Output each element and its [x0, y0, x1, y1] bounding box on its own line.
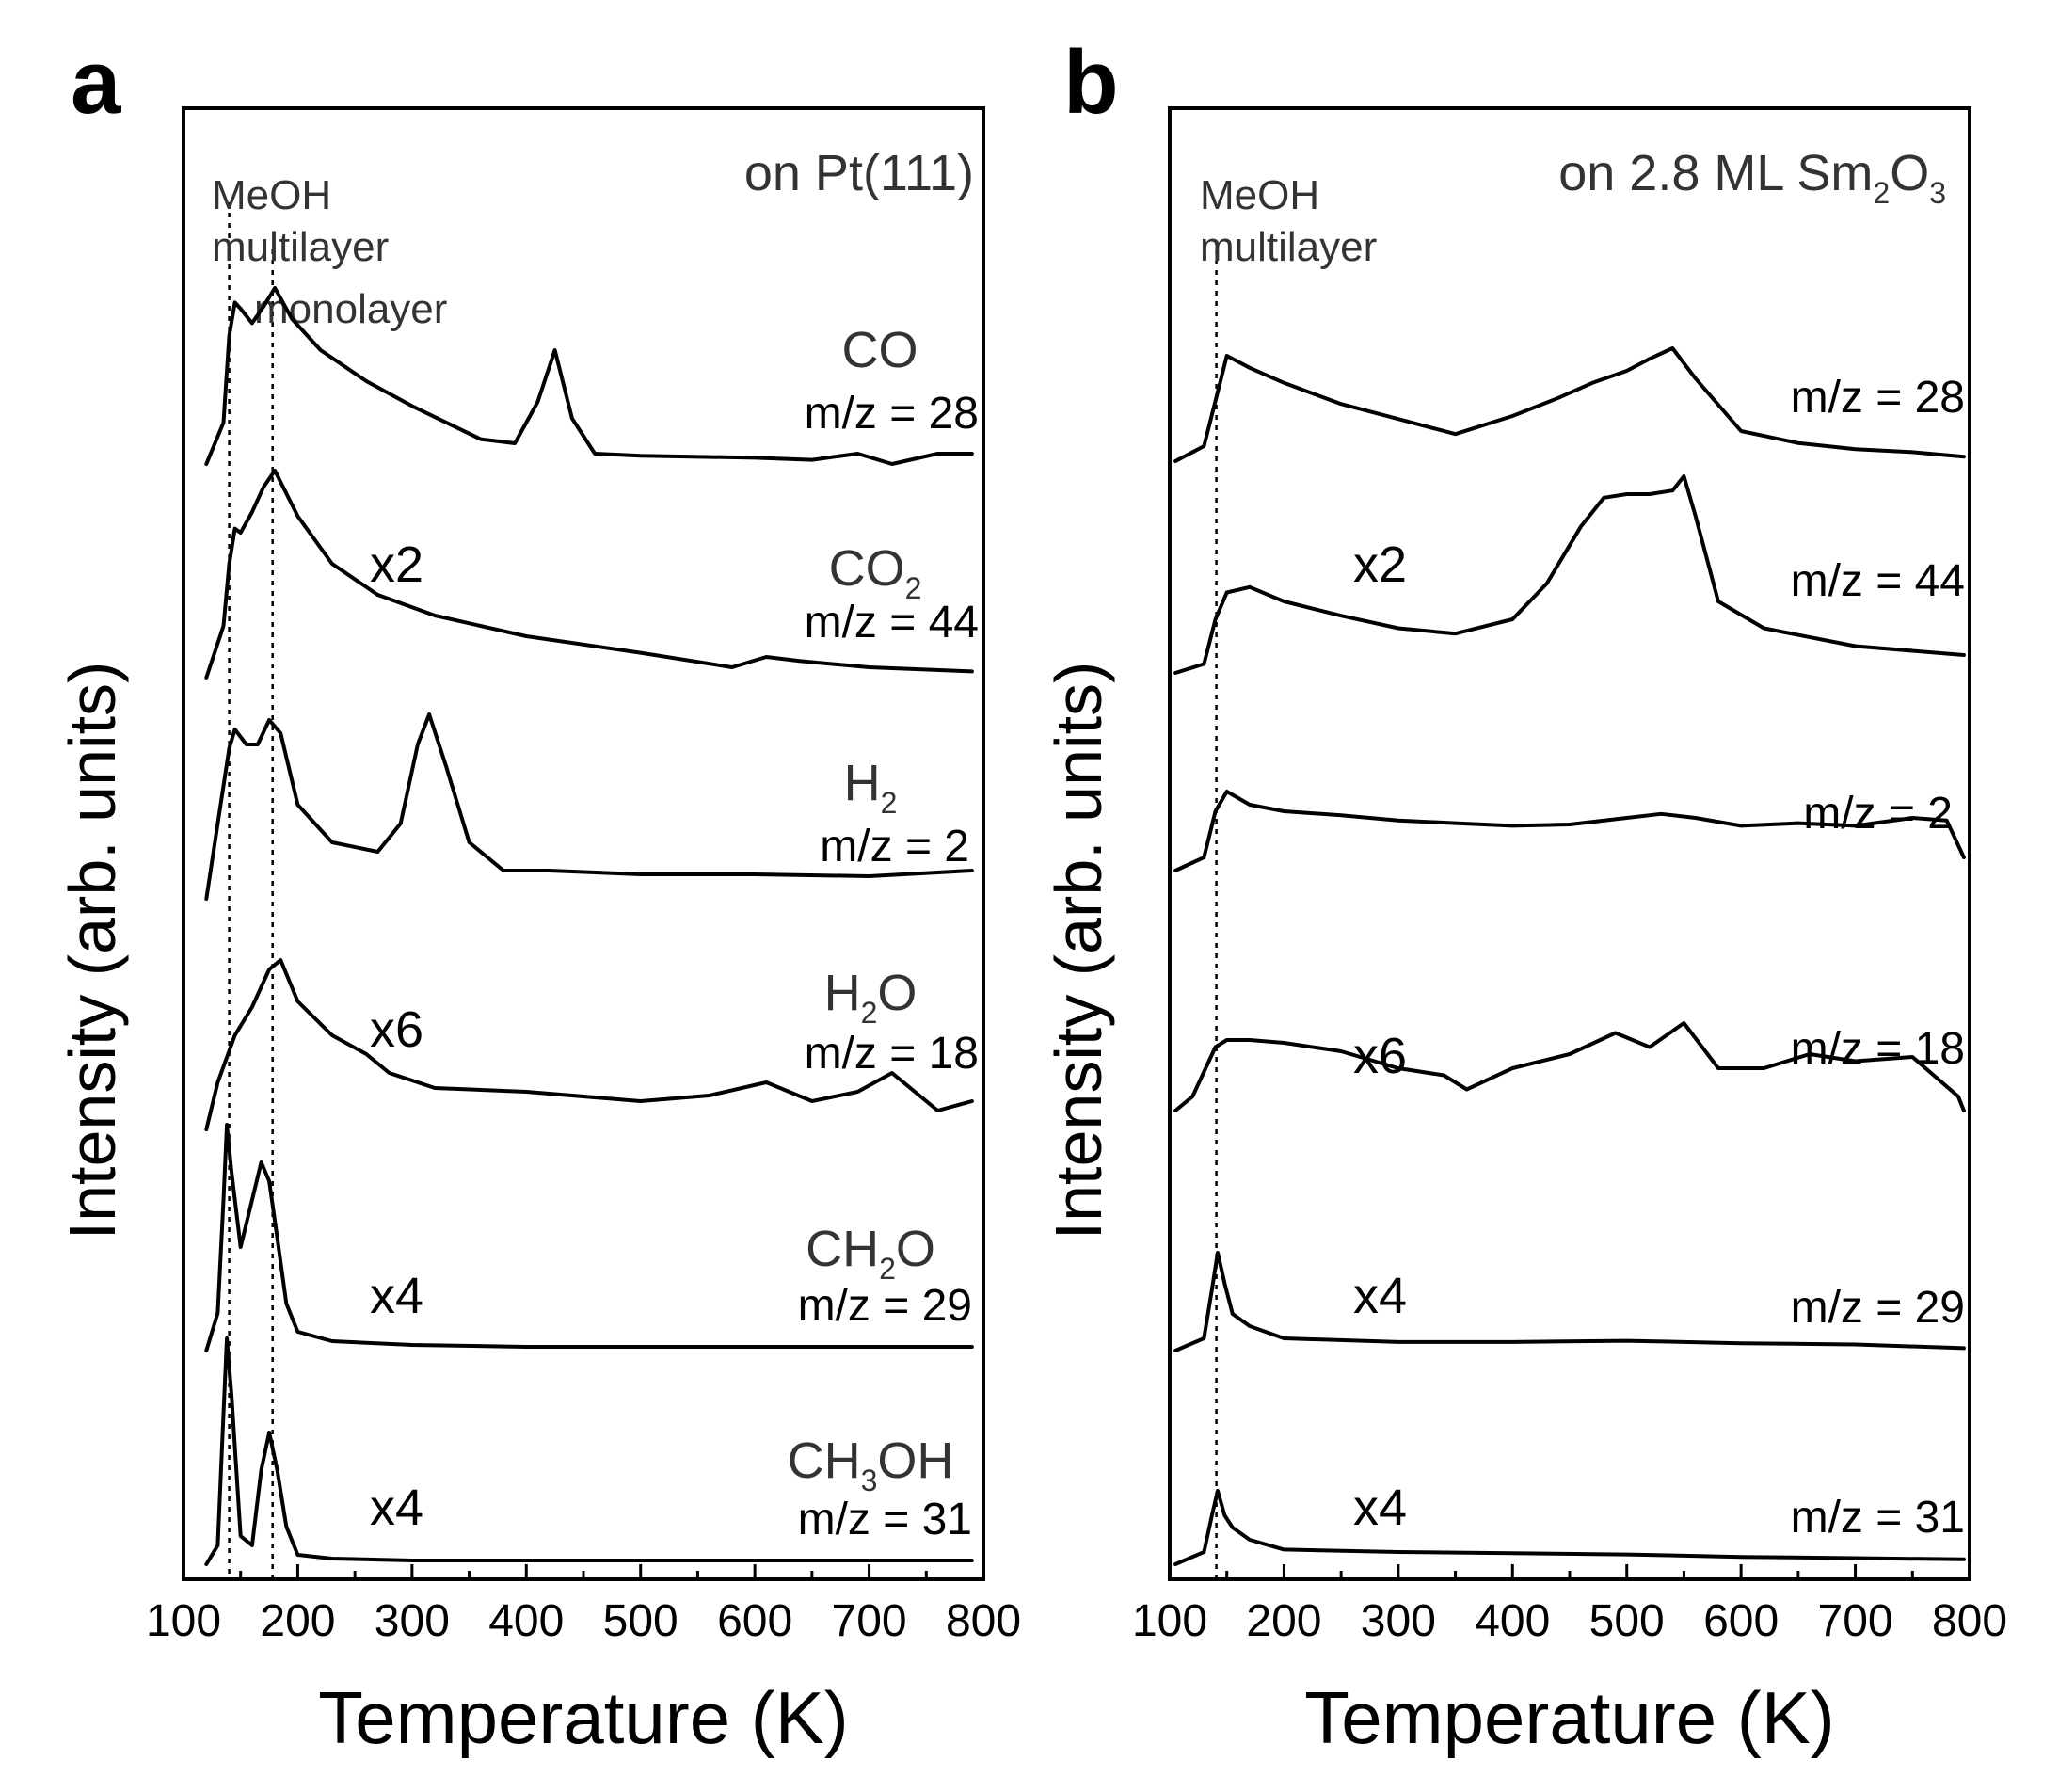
panel-b-trace-5: [1173, 1251, 1966, 1352]
panel-a-mz-28: m/z = 28: [805, 389, 979, 439]
panel-b-x-tick-label: 400: [1475, 1596, 1550, 1646]
panel-a-x-tick-label: 300: [375, 1596, 450, 1646]
panel-a-trace-4: [204, 958, 974, 1131]
panel-b-multiplier-44: x2: [1353, 536, 1407, 593]
panel-b-mz-18: m/z = 18: [1791, 1024, 1965, 1074]
panel-b-x-tick-label: 100: [1132, 1596, 1207, 1646]
panel-a-trace-2: [204, 469, 974, 680]
panel-a-xlabel: Temperature (K): [318, 1676, 849, 1759]
panel-a-multiplier-co2: x2: [370, 536, 423, 593]
panel-b-plot-area: [1168, 106, 1971, 1581]
panel-a-ylabel: Intensity (arb. units): [56, 662, 129, 1240]
panel-b: b on 2.8 ML Sm2O3 MeOH multilayer m/z = …: [1042, 32, 2007, 1759]
panel-a-mz-31: m/z = 31: [798, 1495, 972, 1544]
panel-a-x-tick-label: 400: [488, 1596, 564, 1646]
panel-a-traces: [204, 286, 974, 1566]
panel-a-title: on Pt(111): [744, 145, 974, 201]
panel-b-trace-6: [1173, 1489, 1966, 1566]
panel-a-mz-29: m/z = 29: [798, 1281, 972, 1331]
panel-b-meoh-label: MeOH: [1200, 172, 1319, 218]
panel-b-xlabel: Temperature (K): [1304, 1676, 1835, 1759]
panel-b-x-tick-label: 500: [1589, 1596, 1665, 1646]
panel-b-trace-4: [1173, 1021, 1966, 1112]
panel-b-mz-31: m/z = 31: [1791, 1493, 1965, 1543]
panel-b-mz-28: m/z = 28: [1791, 373, 1965, 423]
panel-b-x-tick-label: 700: [1818, 1596, 1893, 1646]
panel-a-mz-44: m/z = 44: [805, 598, 979, 648]
panel-b-multiplier-31: x4: [1353, 1480, 1407, 1536]
panel-a-multiplier-h2o: x6: [370, 1001, 423, 1058]
panel-b-trace-2: [1173, 474, 1966, 675]
panel-a-x-tick-label: 100: [146, 1596, 221, 1646]
panel-b-x-tick-label: 200: [1246, 1596, 1321, 1646]
panel-b-x-axis: 100 200 300 400 500 600 700 800: [1132, 1564, 2007, 1646]
panel-a-trace-6: [204, 1336, 974, 1566]
panel-a-x-tick-label: 700: [832, 1596, 907, 1646]
panel-a-mz-2: m/z = 2: [820, 822, 969, 872]
panel-b-multiplier-18: x6: [1353, 1028, 1407, 1084]
panel-b-label: b: [1063, 32, 1119, 133]
panel-b-ylabel: Intensity (arb. units): [1042, 662, 1115, 1240]
panel-a-multilayer-label: multilayer: [212, 224, 389, 270]
panel-b-title: on 2.8 ML Sm2O3: [1558, 145, 1946, 210]
panel-a-x-tick-label: 600: [717, 1596, 792, 1646]
panel-b-x-tick-label: 600: [1703, 1596, 1779, 1646]
panel-a-species-co2: CO2: [829, 540, 922, 605]
panel-b-x-tick-label: 800: [1932, 1596, 2007, 1646]
panel-b-mz-44: m/z = 44: [1791, 556, 1965, 606]
panel-a-monolayer-label: monolayer: [254, 286, 447, 332]
panel-a-mz-18: m/z = 18: [805, 1029, 979, 1079]
panel-b-trace-3: [1173, 790, 1966, 872]
panel-a-trace-1: [204, 286, 974, 466]
panel-b-mz-2: m/z = 2: [1803, 789, 1953, 839]
panel-a-species-co: CO: [842, 322, 918, 378]
panel-a-label: a: [71, 32, 121, 133]
panel-b-x-tick-label: 300: [1361, 1596, 1436, 1646]
panel-b-mz-29: m/z = 29: [1791, 1283, 1965, 1333]
panel-b-trace-1: [1173, 346, 1966, 463]
panel-b-traces: [1173, 346, 1966, 1566]
panel-a-species-h2: H2: [844, 755, 898, 820]
panel-a-x-tick-label: 200: [260, 1596, 335, 1646]
panel-a-meoh-label: MeOH: [212, 172, 331, 218]
panel-b-multiplier-29: x4: [1353, 1268, 1407, 1324]
panel-a-x-tick-label: 500: [603, 1596, 678, 1646]
panel-a-multiplier-ch3oh: x4: [370, 1480, 423, 1536]
panel-a-species-ch2o: CH2O: [806, 1221, 935, 1286]
panel-a-x-axis: 100 200 300 400 500 600 700 800: [146, 1564, 1021, 1646]
panel-a-x-tick-label: 800: [946, 1596, 1021, 1646]
panel-b-multilayer-label: multilayer: [1200, 224, 1377, 270]
panel-a-multiplier-ch2o: x4: [370, 1268, 423, 1324]
panel-a: a on Pt(111) MeOH multilayer monolayer C…: [56, 32, 1021, 1759]
panel-a-species-ch3oh: CH3OH: [788, 1432, 954, 1497]
panel-a-trace-3: [204, 712, 974, 901]
panel-a-trace-5: [204, 1123, 974, 1352]
panel-a-species-h2o: H2O: [824, 965, 918, 1030]
